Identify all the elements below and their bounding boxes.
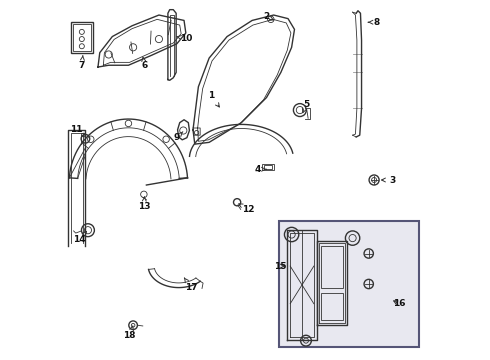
Text: 9: 9 [173, 132, 183, 142]
Bar [279, 221, 419, 347]
Bar [321, 246, 343, 288]
Text: 14: 14 [73, 231, 87, 244]
Bar [71, 22, 93, 53]
Text: 18: 18 [123, 326, 136, 341]
Text: 1: 1 [208, 91, 220, 107]
Text: 4: 4 [254, 165, 266, 174]
Text: 16: 16 [393, 299, 405, 308]
Text: 10: 10 [177, 34, 192, 43]
Text: 17: 17 [184, 278, 197, 292]
Bar [264, 165, 272, 168]
Bar [321, 293, 343, 320]
Text: 15: 15 [274, 262, 286, 271]
Text: 2: 2 [264, 12, 273, 21]
Text: 5: 5 [302, 100, 309, 113]
Text: 8: 8 [368, 18, 380, 27]
Text: 13: 13 [138, 197, 150, 211]
Bar [73, 24, 91, 51]
Text: 7: 7 [78, 56, 85, 71]
Bar [262, 163, 274, 170]
Text: 12: 12 [239, 204, 255, 214]
Text: 3: 3 [382, 176, 395, 185]
Text: 6: 6 [142, 57, 147, 71]
Text: 11: 11 [70, 125, 86, 137]
